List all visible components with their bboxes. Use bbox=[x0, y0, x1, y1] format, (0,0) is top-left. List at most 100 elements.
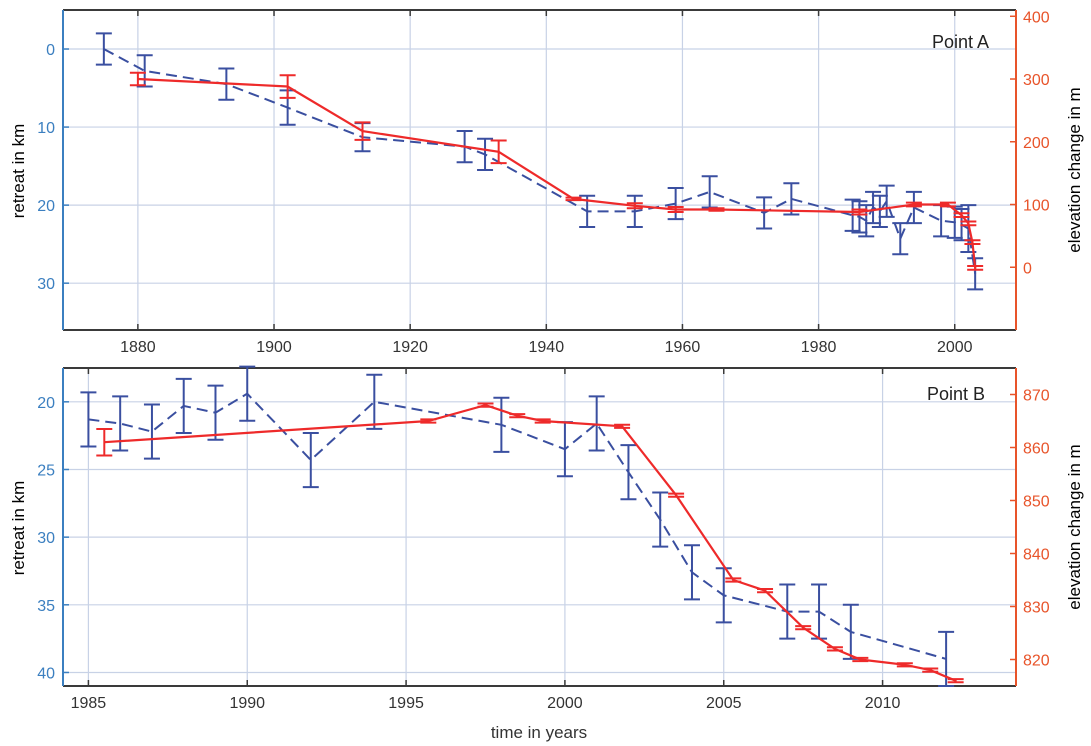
error-bar bbox=[939, 201, 956, 208]
error-bar bbox=[207, 384, 224, 441]
error-bar bbox=[708, 207, 725, 212]
elevation-line bbox=[104, 403, 957, 682]
error-bar bbox=[534, 418, 551, 424]
x-tick-label: 1880 bbox=[120, 339, 156, 356]
y-tick-label-right: 820 bbox=[1023, 653, 1050, 670]
x-tick-label: 1940 bbox=[529, 339, 565, 356]
error-bar bbox=[302, 431, 319, 489]
error-bar bbox=[477, 402, 494, 408]
y-tick-label-right: 860 bbox=[1023, 441, 1050, 458]
series-elevation-change bbox=[129, 71, 984, 271]
retreat-line bbox=[88, 392, 947, 660]
error-bar bbox=[626, 202, 643, 210]
y-tick-label-left: 40 bbox=[37, 665, 55, 682]
error-bar bbox=[953, 212, 970, 219]
y-axis-label-right-point-a: elevation change in m bbox=[1065, 87, 1084, 252]
error-bar bbox=[95, 32, 112, 66]
error-bar bbox=[851, 208, 868, 216]
y-tick-label-left: 0 bbox=[46, 42, 55, 59]
y-tick-label-right: 850 bbox=[1023, 494, 1050, 511]
error-bar bbox=[756, 196, 773, 230]
error-bar bbox=[865, 190, 882, 225]
error-bar bbox=[239, 365, 256, 422]
error-bar bbox=[701, 175, 718, 209]
x-tick-label: 1960 bbox=[665, 339, 701, 356]
error-bar bbox=[588, 395, 605, 452]
retreat-line bbox=[103, 48, 977, 274]
series-retreat bbox=[80, 365, 955, 687]
y-axis-label-right-point-b: elevation change in m bbox=[1065, 444, 1084, 609]
y-tick-label-left: 25 bbox=[37, 462, 55, 479]
error-bar bbox=[964, 239, 981, 246]
error-bar bbox=[842, 603, 859, 660]
error-bar bbox=[136, 54, 153, 88]
y-tick-label-left: 35 bbox=[37, 598, 55, 615]
grid bbox=[63, 368, 1016, 686]
error-bar bbox=[626, 194, 643, 228]
x-tick-label: 1980 bbox=[801, 339, 837, 356]
error-bar bbox=[668, 492, 685, 498]
error-bar bbox=[80, 391, 97, 448]
error-bar bbox=[96, 427, 113, 457]
y-axis-label-left-point-b: retreat in km bbox=[9, 481, 28, 575]
y-tick-label-left: 20 bbox=[37, 395, 55, 412]
y-tick-label-left: 30 bbox=[37, 276, 55, 293]
y-tick-label-left: 10 bbox=[37, 120, 55, 137]
error-bar bbox=[811, 583, 828, 640]
error-bar bbox=[143, 403, 160, 460]
elevation-line bbox=[137, 77, 977, 269]
y-tick-label-right: 830 bbox=[1023, 600, 1050, 617]
error-bar bbox=[795, 625, 812, 631]
error-bar bbox=[490, 139, 507, 165]
panel-point-b: 1985 1990 1995 2000 2005 2010 20 25 30 35 40 820 830… bbox=[37, 365, 1050, 712]
series-retreat bbox=[95, 32, 984, 291]
error-bar bbox=[852, 656, 869, 663]
error-bar bbox=[129, 71, 146, 87]
error-bar bbox=[757, 588, 774, 594]
error-bar bbox=[620, 444, 637, 501]
error-bar bbox=[851, 200, 868, 234]
x-tick-label: 1995 bbox=[388, 695, 424, 712]
error-bar bbox=[905, 190, 922, 225]
y-tick-label-left: 30 bbox=[37, 530, 55, 547]
error-bar bbox=[683, 544, 700, 601]
x-tick-label: 1900 bbox=[256, 339, 292, 356]
x-tick-label: 2000 bbox=[937, 339, 973, 356]
error-bar bbox=[667, 206, 684, 214]
y-tick-label-right: 870 bbox=[1023, 388, 1050, 405]
x-tick-label: 1985 bbox=[71, 695, 107, 712]
error-bar bbox=[715, 567, 732, 624]
y-tick-label-right: 100 bbox=[1023, 198, 1050, 215]
series-elevation-change bbox=[96, 402, 964, 684]
x-tick-label: 2010 bbox=[865, 695, 901, 712]
error-bar bbox=[565, 196, 582, 202]
y-tick-label-right: 0 bbox=[1023, 260, 1032, 277]
error-bar bbox=[614, 423, 631, 429]
error-bar bbox=[366, 373, 383, 430]
panel-label-point-b: Point B bbox=[927, 384, 985, 404]
error-bar bbox=[509, 413, 526, 419]
error-bar bbox=[892, 222, 909, 256]
error-bar bbox=[826, 646, 843, 652]
error-bar bbox=[896, 662, 913, 668]
error-bar bbox=[947, 678, 964, 684]
error-bar bbox=[967, 265, 984, 271]
x-tick-label: 1990 bbox=[229, 695, 265, 712]
x-tick-label: 2005 bbox=[706, 695, 742, 712]
y-tick-label-left: 20 bbox=[37, 198, 55, 215]
error-bar bbox=[725, 577, 742, 583]
y-tick-label-right: 200 bbox=[1023, 135, 1050, 152]
error-bar bbox=[871, 194, 888, 228]
y-tick-label-right: 300 bbox=[1023, 72, 1050, 89]
error-bar bbox=[175, 377, 192, 434]
panel-label-point-a: Point A bbox=[932, 32, 989, 52]
error-bar bbox=[960, 220, 977, 227]
panel-point-a: 1880 1900 1920 1940 1960 1980 2000010203001002… bbox=[37, 9, 1050, 356]
error-bar bbox=[922, 667, 939, 673]
error-bar bbox=[420, 418, 437, 424]
grid bbox=[63, 10, 1016, 330]
error-bar bbox=[783, 182, 800, 216]
error-bar bbox=[556, 421, 573, 478]
error-bar bbox=[905, 201, 922, 208]
